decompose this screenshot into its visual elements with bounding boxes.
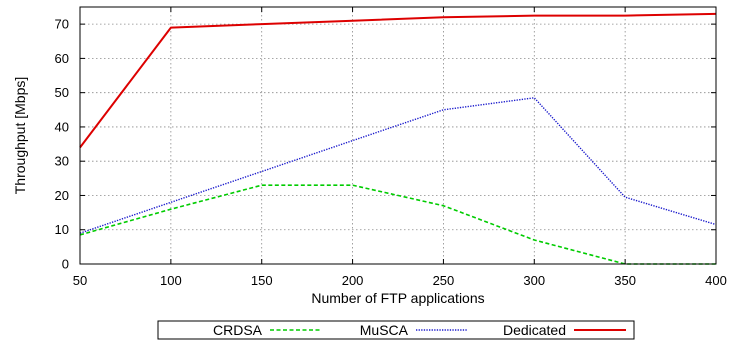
x-tick-label: 250 [433, 273, 455, 288]
legend-label-dedicated: Dedicated [503, 322, 566, 338]
y-tick-label: 0 [62, 257, 69, 272]
y-tick-label: 30 [55, 154, 69, 169]
series-line-crdsa [79, 184, 716, 265]
axis-ticks [79, 7, 717, 265]
x-tick-label: 200 [342, 273, 364, 288]
y-axis-title: Throughput [Mbps] [12, 77, 28, 195]
x-tick-labels: 50 100 150 200 250 300 350 400 [73, 273, 727, 288]
x-tick-label: 100 [160, 273, 182, 288]
grid [80, 7, 716, 264]
plot-frame [79, 6, 717, 265]
y-tick-label: 40 [55, 119, 69, 134]
y-tick-label: 70 [55, 17, 69, 32]
legend-label-crdsa: CRDSA [213, 322, 263, 338]
series-line-musca [79, 97, 717, 234]
x-tick-label: 350 [614, 273, 636, 288]
y-tick-labels: 0 10 20 30 40 50 60 70 [55, 17, 69, 272]
x-tick-label: 50 [73, 273, 87, 288]
y-tick-label: 20 [55, 188, 69, 203]
series-layer [79, 12, 717, 265]
x-axis-title: Number of FTP applications [311, 290, 484, 306]
x-tick-label: 150 [251, 273, 273, 288]
y-tick-label: 50 [55, 85, 69, 100]
y-tick-label: 60 [55, 51, 69, 66]
legend: CRDSA MuSCA Dedicated [157, 320, 635, 340]
legend-box [157, 320, 635, 340]
legend-label-musca: MuSCA [360, 322, 409, 338]
x-tick-label: 300 [523, 273, 545, 288]
series-line-dedicated [79, 12, 717, 149]
y-tick-label: 10 [55, 222, 69, 237]
x-tick-label: 400 [705, 273, 727, 288]
